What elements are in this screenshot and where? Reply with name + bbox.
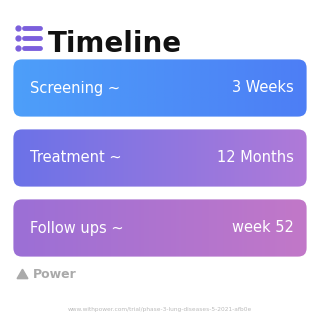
- Text: Screening ~: Screening ~: [30, 80, 120, 95]
- Text: Timeline: Timeline: [48, 30, 182, 58]
- Text: Power: Power: [33, 268, 77, 282]
- Text: www.withpower.com/trial/phase-3-lung-diseases-5-2021-afb0e: www.withpower.com/trial/phase-3-lung-dis…: [68, 307, 252, 313]
- Text: Treatment ~: Treatment ~: [30, 150, 122, 165]
- Text: week 52: week 52: [232, 220, 294, 235]
- Text: 3 Weeks: 3 Weeks: [232, 80, 294, 95]
- Text: 12 Months: 12 Months: [217, 150, 294, 165]
- Text: Follow ups ~: Follow ups ~: [30, 220, 124, 235]
